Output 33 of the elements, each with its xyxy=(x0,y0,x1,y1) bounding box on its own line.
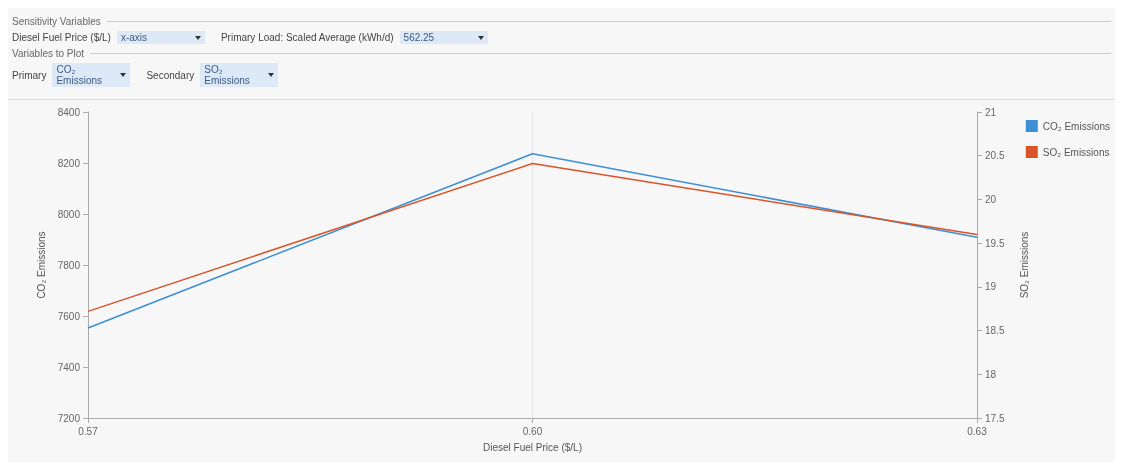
y-tick-label: 8200 xyxy=(57,157,81,169)
y-tick-label: 7600 xyxy=(57,310,81,322)
x-tick-label: 0.63 xyxy=(967,425,988,437)
text: 562.25 xyxy=(403,32,435,43)
y-tick-label: 7200 xyxy=(57,412,81,424)
text: CO₂ Emissions xyxy=(56,64,104,86)
x-tick-label: 0.60 xyxy=(522,425,543,437)
text: Primary Load: Scaled Average (kWh/d) xyxy=(220,32,394,43)
y2-tick-label: 20.5 xyxy=(985,150,1005,162)
text: SO₂ Emissions xyxy=(204,64,251,86)
y2-tick-label: 20 xyxy=(985,193,997,205)
text: Secondary xyxy=(146,69,195,81)
text: Primary xyxy=(12,69,47,81)
legend-label: CO₂ Emissions xyxy=(1042,120,1111,132)
y2-tick-label: 18 xyxy=(985,368,997,380)
y-tick-label: 7400 xyxy=(57,361,81,373)
x-axis-title: Diesel Fuel Price ($/L) xyxy=(483,441,582,453)
y-tick-label: 7800 xyxy=(57,259,81,271)
legend-label: SO₂ Emissions xyxy=(1042,146,1110,158)
x-tick-label: 0.57 xyxy=(78,425,99,437)
text: x-axis xyxy=(120,32,148,43)
y2-tick-label: 19.5 xyxy=(985,237,1005,249)
y-tick-label: 8400 xyxy=(57,106,81,118)
y-tick-label: 8000 xyxy=(57,208,81,220)
text: Variables to Plot xyxy=(12,48,85,59)
y2-tick-label: 18.5 xyxy=(985,325,1005,337)
y2-tick-label: 17.5 xyxy=(985,412,1005,424)
text: Diesel Fuel Price ($/L) xyxy=(12,32,111,43)
text: Sensitivity Variables xyxy=(12,16,101,27)
y2-tick-label: 19 xyxy=(985,281,997,293)
y2-tick-label: 21 xyxy=(985,106,997,118)
y2-axis-title: SO₂ Emissions xyxy=(1018,231,1030,299)
y-axis-title: CO₂ Emissions xyxy=(35,231,47,299)
